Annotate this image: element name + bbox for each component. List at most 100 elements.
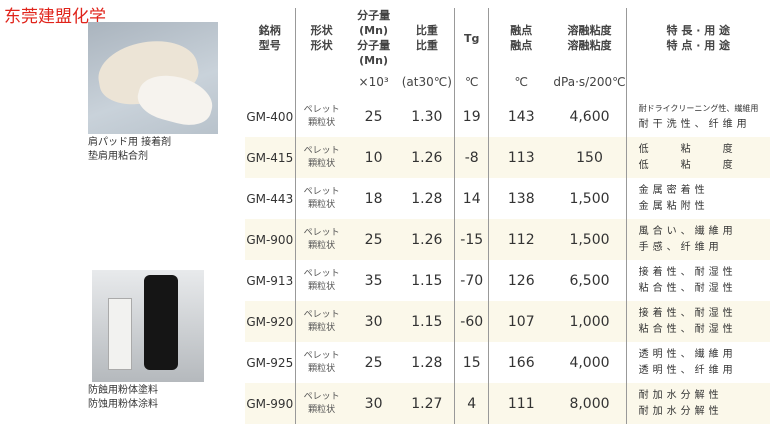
header-label: 特 点 · 用 途	[666, 39, 731, 52]
feature-ja: 金属密着性	[638, 184, 709, 196]
specific-gravity: 1.15	[411, 272, 443, 289]
feature-zh: 粘合性、耐湿性	[638, 282, 737, 294]
header-unit: (at30℃)	[401, 75, 452, 89]
feature-ja: 風合い、繊維用	[638, 225, 737, 237]
header-unit: ℃	[454, 68, 489, 96]
shape: ペレット 顆粒状	[294, 260, 348, 301]
header-label: 分子量(Mn)	[357, 39, 391, 67]
table-row: GM-913 ペレット 顆粒状 35 1.15 -70 126 6,500 接着性…	[245, 260, 770, 301]
melting-point: 107	[488, 301, 554, 342]
features: 耐加水分解性 耐加水分解性	[625, 383, 770, 424]
header-cell: 融点 融点	[488, 8, 554, 68]
melt-viscosity: 150	[553, 137, 627, 178]
specific-gravity: 1.30	[411, 108, 443, 125]
melt-viscosity: 1,000	[553, 301, 627, 342]
molecular-weight: 35	[364, 272, 383, 289]
header-cell: 特 長 · 用 途特 点 · 用 途	[625, 8, 770, 68]
specific-gravity: 1.26	[399, 137, 455, 178]
molecular-weight: 10	[347, 137, 400, 178]
tg: 15	[454, 342, 489, 383]
shape-zh: 顆粒状	[308, 322, 336, 333]
features: 接着性、耐湿性 粘合性、耐湿性	[625, 260, 770, 301]
feature-zh: 耐干洗性、纤维用	[638, 118, 751, 130]
features: 透明性、繊維用 透明性、纤维用	[625, 342, 770, 383]
table-row: GM-925 ペレット 顆粒状 25 1.28 15 166 4,000 透明性、…	[245, 342, 770, 383]
header-label: 型号	[258, 39, 281, 52]
shape-zh: 顆粒状	[308, 117, 336, 128]
melt-viscosity: 4,600	[569, 108, 610, 125]
melt-viscosity: 8,000	[553, 383, 627, 424]
shape-ja: ペレット	[303, 391, 340, 402]
header-label: 形状	[310, 39, 333, 52]
header-label: 比重	[415, 24, 438, 37]
table-row: GM-443 ペレット 顆粒状 18 1.28 14 138 1,500 金属密着…	[245, 178, 770, 219]
header-label: 溶融粘度	[567, 39, 612, 52]
molecular-weight: 30	[347, 383, 400, 424]
product-table: 銘柄 型号 形状 形状 分子量(Mn) 分子量(Mn) 比重 比重 Tg 融点 融点 溶融粘度 溶融粘度…	[245, 8, 770, 424]
feature-ja: 接着性、耐湿性	[638, 266, 737, 278]
feature-ja: 透明性、繊維用	[638, 348, 737, 360]
feature-zh: 粘合性、耐湿性	[638, 323, 737, 335]
melting-point: 111	[488, 383, 554, 424]
shape: ペレット 顆粒状	[294, 219, 348, 260]
molecular-weight: 25	[364, 354, 383, 371]
tg: 4	[454, 383, 489, 424]
header-cell: Tg	[454, 8, 489, 68]
caption-line: 肩パッド用 接着剤	[88, 137, 172, 148]
grade: GM-443	[246, 191, 294, 206]
melt-viscosity: 1,500	[569, 190, 610, 207]
header-label: 分子量(Mn)	[357, 9, 391, 37]
feature-zh: 透明性、纤维用	[638, 364, 737, 376]
shape-zh: 顆粒状	[308, 281, 336, 292]
header-cell: 分子量(Mn) 分子量(Mn)	[348, 8, 400, 68]
shape-zh: 顆粒状	[308, 199, 336, 210]
header-label: 銘柄	[258, 24, 281, 37]
shape: ペレット 顆粒状	[294, 383, 348, 424]
grade: GM-900	[245, 219, 296, 260]
feature-ja: 耐ドライクリーニング性、繊維用	[638, 103, 759, 113]
shape-ja: ペレット	[303, 227, 340, 238]
header-unit	[245, 68, 295, 96]
grade: GM-925	[246, 355, 294, 370]
shape: ペレット 顆粒状	[294, 96, 348, 137]
shape: ペレット 顆粒状	[294, 137, 348, 178]
shape: ペレット 顆粒状	[294, 178, 348, 219]
features: 接着性、耐湿性 粘合性、耐湿性	[625, 301, 770, 342]
melting-point: 138	[488, 178, 554, 219]
tg: -70	[454, 260, 489, 301]
shape: ペレット 顆粒状	[294, 342, 348, 383]
shape-zh: 顆粒状	[308, 404, 336, 415]
grade: GM-920	[245, 301, 296, 342]
grade: GM-400	[246, 109, 294, 124]
features: 低 粘 度低 粘 度	[625, 137, 770, 178]
feature-zh: 金属粘附性	[638, 200, 709, 212]
powder-coating-parts-photo	[92, 270, 204, 382]
feature-zh: 低 粘 度	[638, 159, 737, 171]
tg: -8	[454, 137, 489, 178]
shape-zh: 顆粒状	[308, 363, 336, 374]
melt-viscosity: 6,500	[569, 272, 610, 289]
melting-point: 113	[488, 137, 554, 178]
table-row: GM-920 ペレット 顆粒状 30 1.15 -60 107 1,000 接着性…	[245, 301, 770, 342]
header-cell: 比重 比重	[399, 8, 454, 68]
header-label: 融点	[510, 39, 533, 52]
shape-ja: ペレット	[303, 104, 340, 115]
tg: 14	[454, 178, 489, 219]
specific-gravity: 1.27	[399, 383, 455, 424]
melting-point: 112	[488, 219, 554, 260]
feature-ja: 低 粘 度	[638, 143, 737, 155]
melting-point: 166	[488, 342, 554, 383]
feature-zh: 手感、纤维用	[638, 241, 723, 253]
shape: ペレット 顆粒状	[294, 301, 348, 342]
molecular-weight: 25	[347, 219, 400, 260]
header-label: 特 長 · 用 途	[666, 24, 731, 37]
header-label: 融点	[510, 24, 533, 37]
caption-line: 垫肩用粘合剂	[88, 151, 148, 162]
molecular-weight: 25	[364, 108, 383, 125]
header-cell: 銘柄 型号	[245, 8, 295, 68]
feature-ja: 接着性、耐湿性	[638, 307, 737, 319]
caption-line: 防蚀用粉体涂料	[88, 399, 158, 410]
header-cell: 溶融粘度 溶融粘度	[553, 8, 626, 68]
features: 耐ドライクリーニング性、繊維用 耐干洗性、纤维用	[625, 96, 770, 137]
feature-zh: 耐加水分解性	[638, 405, 723, 417]
